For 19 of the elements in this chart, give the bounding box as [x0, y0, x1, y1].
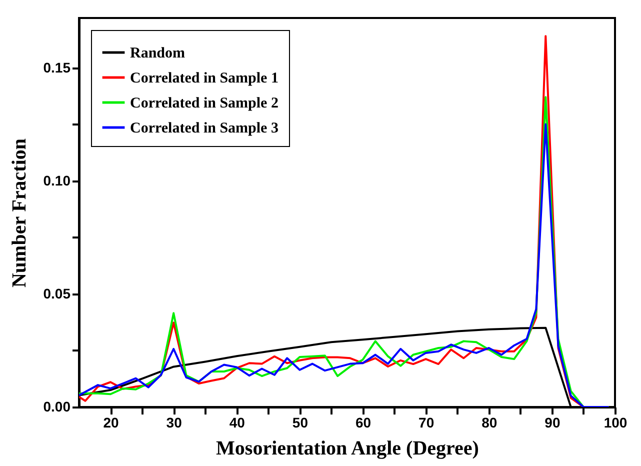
x-tick-label: 60: [355, 414, 372, 430]
x-tick-label: 50: [292, 414, 308, 430]
x-tick-label: 20: [103, 414, 120, 430]
y-tick-label: 0.10: [43, 172, 71, 188]
y-tick-label: 0.00: [43, 398, 71, 414]
x-tick-label: 30: [166, 414, 182, 430]
x-tick-label: 100: [604, 414, 628, 430]
y-tick-label: 0.05: [43, 285, 71, 302]
legend-label: Correlated in Sample 1: [130, 70, 278, 86]
legend-label: Correlated in Sample 2: [130, 96, 278, 112]
x-tick-label: 80: [482, 414, 498, 430]
x-tick-label: 70: [418, 414, 434, 430]
x-axis-title: Mosorientation Angle (Degree): [216, 438, 479, 460]
legend-label: Random: [130, 46, 186, 62]
legend-label: Correlated in Sample 3: [130, 120, 278, 136]
x-tick-label: 90: [544, 414, 560, 430]
x-tick-label: 40: [229, 414, 246, 430]
y-tick-label: 0.15: [43, 59, 71, 76]
y-axis-title: Number Fraction: [8, 138, 30, 288]
